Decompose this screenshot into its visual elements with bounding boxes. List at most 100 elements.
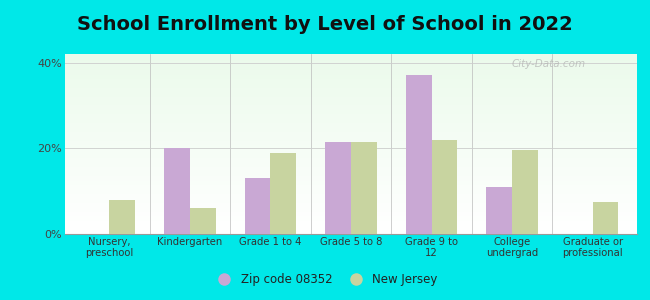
Bar	[65, 122, 637, 123]
Bar	[65, 168, 637, 169]
Bar	[65, 216, 637, 217]
Bar	[65, 82, 637, 83]
Bar	[65, 226, 637, 227]
Bar	[65, 181, 637, 182]
Bar	[65, 173, 637, 174]
Bar	[65, 219, 637, 220]
Bar	[65, 64, 637, 65]
Bar	[65, 180, 637, 181]
Bar	[65, 85, 637, 86]
Bar	[65, 206, 637, 207]
Bar	[65, 94, 637, 95]
Bar	[65, 158, 637, 159]
Bar	[65, 90, 637, 91]
Bar	[65, 166, 637, 167]
Text: City-Data.com: City-Data.com	[511, 59, 585, 69]
Bar	[351, 142, 377, 234]
Bar	[65, 143, 637, 144]
Bar	[65, 230, 637, 231]
Bar	[65, 184, 637, 185]
Bar	[65, 78, 637, 79]
Bar	[65, 132, 637, 133]
Bar	[65, 129, 637, 130]
Bar	[65, 198, 637, 199]
Bar	[65, 107, 637, 108]
Bar	[65, 220, 637, 221]
Bar	[65, 102, 637, 103]
Bar	[65, 139, 637, 140]
Bar	[65, 179, 637, 180]
Bar	[65, 89, 637, 90]
Bar	[65, 153, 637, 154]
Bar	[65, 223, 637, 224]
Bar	[486, 187, 512, 234]
Bar	[65, 188, 637, 189]
Bar	[65, 210, 637, 211]
Bar	[65, 112, 637, 113]
Legend: Zip code 08352, New Jersey: Zip code 08352, New Jersey	[207, 269, 443, 291]
Bar	[65, 134, 637, 135]
Bar	[65, 135, 637, 136]
Bar	[65, 190, 637, 191]
Bar	[65, 211, 637, 212]
Bar	[65, 178, 637, 179]
Bar	[65, 157, 637, 158]
Bar	[65, 79, 637, 80]
Bar	[65, 163, 637, 164]
Bar	[65, 182, 637, 183]
Bar	[65, 59, 637, 60]
Bar	[65, 130, 637, 131]
Bar	[65, 58, 637, 59]
Bar	[65, 87, 637, 88]
Bar	[65, 186, 637, 187]
Bar	[65, 214, 637, 215]
Bar	[65, 224, 637, 225]
Bar	[65, 68, 637, 69]
Bar	[65, 56, 637, 57]
Bar	[65, 99, 637, 100]
Bar	[190, 208, 216, 234]
Bar	[65, 95, 637, 96]
Bar	[65, 194, 637, 195]
Bar	[65, 93, 637, 94]
Bar	[65, 54, 637, 55]
Bar	[109, 200, 135, 234]
Bar	[65, 154, 637, 155]
Bar	[65, 147, 637, 148]
Bar	[244, 178, 270, 234]
Bar	[65, 195, 637, 196]
Bar	[65, 109, 637, 110]
Bar	[65, 73, 637, 74]
Bar	[65, 137, 637, 138]
Bar	[65, 152, 637, 153]
Bar	[65, 189, 637, 190]
Bar	[65, 150, 637, 151]
Bar	[65, 98, 637, 99]
Bar	[65, 124, 637, 125]
Bar	[65, 209, 637, 210]
Bar	[65, 175, 637, 176]
Bar	[65, 165, 637, 166]
Bar	[65, 159, 637, 160]
Bar	[65, 66, 637, 67]
Bar	[65, 167, 637, 168]
Bar	[65, 141, 637, 142]
Bar	[65, 131, 637, 132]
Bar	[65, 145, 637, 146]
Text: School Enrollment by Level of School in 2022: School Enrollment by Level of School in …	[77, 15, 573, 34]
Bar	[65, 77, 637, 78]
Bar	[65, 142, 637, 143]
Bar	[65, 96, 637, 97]
Bar	[65, 183, 637, 184]
Bar	[65, 196, 637, 197]
Bar	[65, 227, 637, 228]
Bar	[65, 191, 637, 192]
Bar	[65, 103, 637, 104]
Bar	[65, 63, 637, 64]
Bar	[65, 91, 637, 92]
Bar	[325, 142, 351, 234]
Bar	[65, 146, 637, 147]
Bar	[65, 185, 637, 186]
Bar	[65, 233, 637, 234]
Bar	[65, 72, 637, 73]
